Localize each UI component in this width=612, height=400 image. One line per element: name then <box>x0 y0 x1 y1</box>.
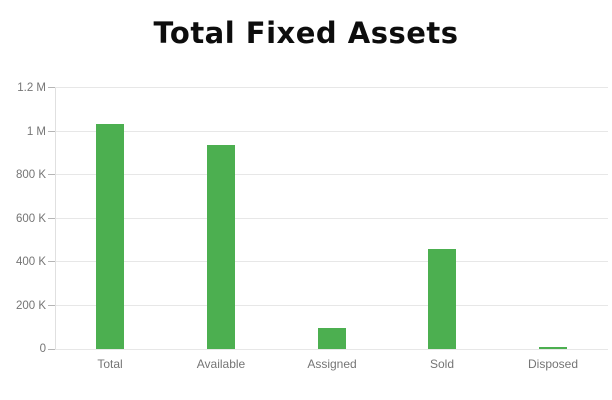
y-axis-tick <box>48 304 55 306</box>
gridline <box>55 261 608 262</box>
bar-disposed <box>539 347 567 349</box>
gridline <box>55 349 608 350</box>
y-axis-tick <box>48 217 55 219</box>
y-axis-label: 800 K <box>15 169 46 181</box>
gridline <box>55 87 608 88</box>
gridline <box>55 304 608 306</box>
bar-total <box>96 124 124 349</box>
x-axis-label-total: Total <box>97 357 123 371</box>
y-axis-label: 1.2 M <box>17 82 46 94</box>
y-axis-tick <box>48 87 55 88</box>
y-axis-label: 1 M <box>26 125 46 138</box>
bar-sold <box>428 249 456 349</box>
y-axis-tick <box>48 261 55 262</box>
x-axis-label-assigned: Assigned <box>307 357 357 371</box>
chart-title: Total Fixed Assets <box>153 16 459 50</box>
x-axis-label-disposed: Disposed <box>527 357 579 371</box>
gridline <box>55 217 608 219</box>
gridline <box>55 130 608 132</box>
y-axis-label: 400 K <box>15 256 46 268</box>
bar-assigned <box>318 328 346 349</box>
gridline <box>55 174 608 175</box>
plot-area <box>55 87 608 350</box>
y-axis-label: 200 K <box>15 299 46 312</box>
y-axis-label: 600 K <box>15 212 46 225</box>
x-axis-label-sold: Sold <box>429 357 455 371</box>
y-axis-line <box>55 88 56 349</box>
y-axis-tick <box>48 130 55 132</box>
y-axis-tick <box>48 349 55 350</box>
x-axis-label-available: Available <box>196 357 246 371</box>
bar-available <box>207 145 235 349</box>
y-axis-tick <box>48 174 55 175</box>
y-axis-label: 0 <box>39 343 46 355</box>
